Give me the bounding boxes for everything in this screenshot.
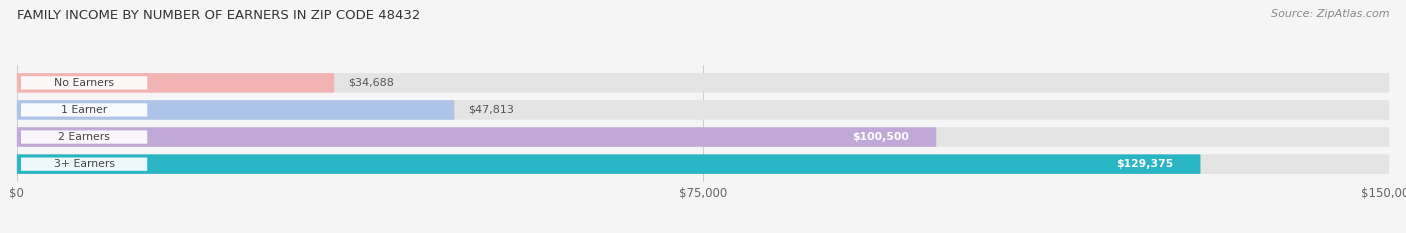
FancyBboxPatch shape bbox=[17, 100, 1389, 120]
Text: Source: ZipAtlas.com: Source: ZipAtlas.com bbox=[1271, 9, 1389, 19]
FancyBboxPatch shape bbox=[1094, 158, 1197, 170]
FancyBboxPatch shape bbox=[21, 76, 148, 89]
FancyBboxPatch shape bbox=[21, 130, 148, 144]
FancyBboxPatch shape bbox=[17, 100, 454, 120]
Text: 2 Earners: 2 Earners bbox=[58, 132, 110, 142]
Text: $47,813: $47,813 bbox=[468, 105, 513, 115]
FancyBboxPatch shape bbox=[21, 158, 148, 171]
Text: 1 Earner: 1 Earner bbox=[60, 105, 107, 115]
Text: $129,375: $129,375 bbox=[1116, 159, 1174, 169]
FancyBboxPatch shape bbox=[17, 73, 1389, 93]
Text: $100,500: $100,500 bbox=[852, 132, 910, 142]
Text: 3+ Earners: 3+ Earners bbox=[53, 159, 115, 169]
FancyBboxPatch shape bbox=[17, 127, 936, 147]
FancyBboxPatch shape bbox=[830, 131, 932, 143]
FancyBboxPatch shape bbox=[17, 73, 335, 93]
FancyBboxPatch shape bbox=[21, 103, 148, 116]
FancyBboxPatch shape bbox=[17, 127, 1389, 147]
Text: $34,688: $34,688 bbox=[347, 78, 394, 88]
FancyBboxPatch shape bbox=[17, 154, 1201, 174]
FancyBboxPatch shape bbox=[17, 154, 1389, 174]
Text: No Earners: No Earners bbox=[53, 78, 114, 88]
Text: FAMILY INCOME BY NUMBER OF EARNERS IN ZIP CODE 48432: FAMILY INCOME BY NUMBER OF EARNERS IN ZI… bbox=[17, 9, 420, 22]
